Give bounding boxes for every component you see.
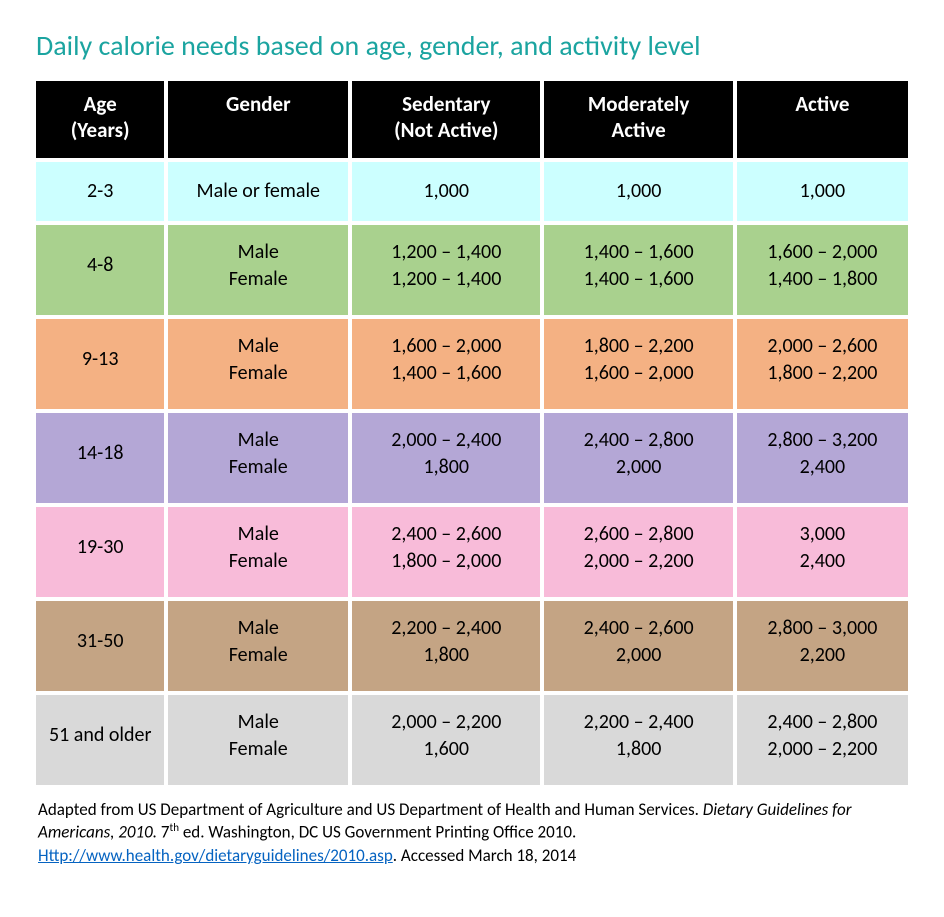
footnote-mid: 7 (157, 822, 169, 843)
cell-r1-c0: 4-8 (36, 225, 164, 315)
page-title: Daily calorie needs based on age, gender… (36, 28, 912, 63)
cell-r3-c0: 14-18 (36, 413, 164, 503)
table-row: 19-30MaleFemale2,400 – 2,6001,800 – 2,00… (36, 507, 908, 597)
cell-r2-c2: 1,600 – 2,0001,400 – 1,600 (352, 319, 540, 409)
footnote: Adapted from US Department of Agricultur… (38, 799, 906, 868)
cell-r4-c3: 2,600 – 2,8002,000 – 2,200 (544, 507, 732, 597)
cell-r0-c0: 2-3 (36, 162, 164, 221)
cell-r3-c4: 2,800 – 3,2002,400 (737, 413, 908, 503)
cell-r0-c3: 1,000 (544, 162, 732, 221)
cell-r6-c3: 2,200 – 2,4001,800 (544, 695, 732, 785)
table-row: 2-3Male or female1,0001,0001,000 (36, 162, 908, 221)
table-row: 51 and olderMaleFemale2,000 – 2,2001,600… (36, 695, 908, 785)
col-header-2: Sedentary(Not Active) (352, 81, 540, 158)
table-row: 4-8MaleFemale1,200 – 1,4001,200 – 1,4001… (36, 225, 908, 315)
table-row: 31-50MaleFemale2,200 – 2,4001,8002,400 –… (36, 601, 908, 691)
cell-r0-c1: Male or female (168, 162, 348, 221)
col-header-0: Age(Years) (36, 81, 164, 158)
cell-r6-c2: 2,000 – 2,2001,600 (352, 695, 540, 785)
cell-r6-c0: 51 and older (36, 695, 164, 785)
col-header-4: Active (737, 81, 908, 158)
cell-r2-c4: 2,000 – 2,6001,800 – 2,200 (737, 319, 908, 409)
cell-r1-c2: 1,200 – 1,4001,200 – 1,400 (352, 225, 540, 315)
cell-r5-c2: 2,200 – 2,4001,800 (352, 601, 540, 691)
footnote-after-link: . Accessed March 18, 2014 (393, 845, 576, 866)
cell-r0-c4: 1,000 (737, 162, 908, 221)
table-row: 9-13MaleFemale1,600 – 2,0001,400 – 1,600… (36, 319, 908, 409)
cell-r3-c1: MaleFemale (168, 413, 348, 503)
cell-r5-c4: 2,800 – 3,0002,200 (737, 601, 908, 691)
cell-r5-c1: MaleFemale (168, 601, 348, 691)
cell-r4-c1: MaleFemale (168, 507, 348, 597)
cell-r3-c3: 2,400 – 2,8002,000 (544, 413, 732, 503)
cell-r2-c0: 9-13 (36, 319, 164, 409)
col-header-3: ModeratelyActive (544, 81, 732, 158)
footnote-pre: Adapted from US Department of Agricultur… (38, 799, 703, 820)
cell-r4-c4: 3,0002,400 (737, 507, 908, 597)
cell-r6-c1: MaleFemale (168, 695, 348, 785)
footnote-sup: th (170, 821, 179, 834)
footnote-link[interactable]: Http://www.health.gov/dietaryguidelines/… (38, 845, 393, 866)
cell-r2-c1: MaleFemale (168, 319, 348, 409)
cell-r1-c1: MaleFemale (168, 225, 348, 315)
calorie-table: Age(Years)GenderSedentary(Not Active)Mod… (32, 77, 912, 789)
cell-r3-c2: 2,000 – 2,4001,800 (352, 413, 540, 503)
footnote-post-sup: ed. Washington, DC US Government Printin… (179, 822, 576, 843)
cell-r1-c4: 1,600 – 2,0001,400 – 1,800 (737, 225, 908, 315)
table-row: 14-18MaleFemale2,000 – 2,4001,8002,400 –… (36, 413, 908, 503)
cell-r6-c4: 2,400 – 2,8002,000 – 2,200 (737, 695, 908, 785)
cell-r4-c2: 2,400 – 2,6001,800 – 2,000 (352, 507, 540, 597)
cell-r5-c3: 2,400 – 2,6002,000 (544, 601, 732, 691)
cell-r4-c0: 19-30 (36, 507, 164, 597)
col-header-1: Gender (168, 81, 348, 158)
cell-r2-c3: 1,800 – 2,2001,600 – 2,000 (544, 319, 732, 409)
cell-r1-c3: 1,400 – 1,6001,400 – 1,600 (544, 225, 732, 315)
cell-r0-c2: 1,000 (352, 162, 540, 221)
cell-r5-c0: 31-50 (36, 601, 164, 691)
